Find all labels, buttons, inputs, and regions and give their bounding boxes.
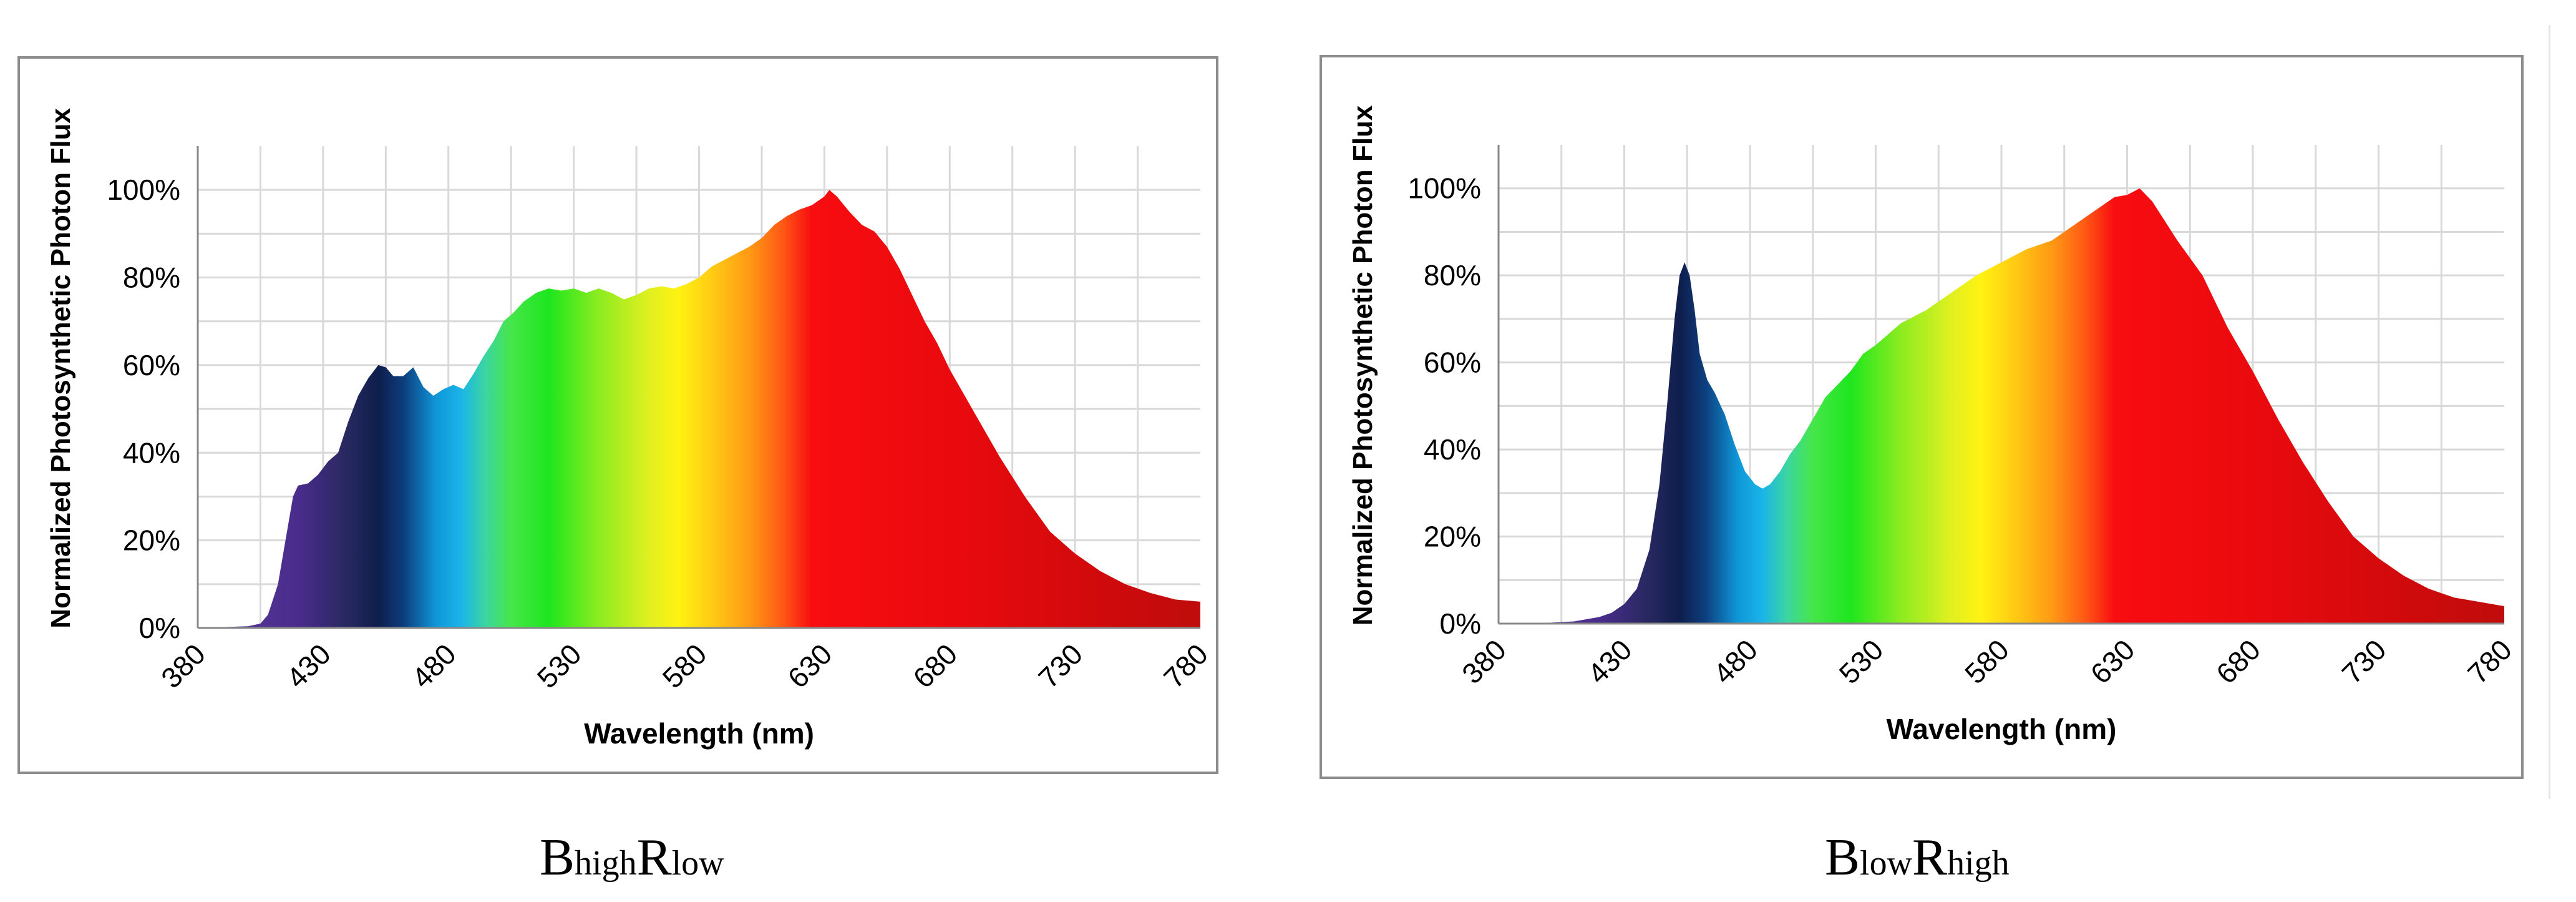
y-tick-label: 40% [123,436,180,469]
x-tick-label: 380 [1456,633,1512,690]
x-tick-label: 580 [1958,633,2015,690]
spectrum-area [198,190,1200,628]
x-tick-label: 480 [1707,633,1764,690]
y-tick-label: 100% [107,174,180,206]
page-edge-rule [2549,25,2550,799]
y-tick-label: 0% [1440,607,1481,640]
caption-left-b: B [540,828,575,886]
caption-bhigh-rlow: BhighRlow [540,827,724,888]
x-tick-label: 680 [2210,633,2267,690]
y-tick-label: 20% [1424,521,1481,553]
x-tick-label: 480 [406,637,462,694]
y-tick-label: 80% [123,262,180,294]
caption-right-b: B [1825,828,1860,886]
y-tick-label: 60% [1424,346,1481,379]
x-tick-label: 630 [781,637,838,694]
x-tick-label: 630 [2084,633,2141,690]
x-tick-label: 430 [280,637,337,694]
y-tick-label: 100% [1407,172,1481,205]
y-tick-label: 40% [1424,433,1481,466]
caption-left-low: low [671,844,724,883]
x-tick-label: 530 [1833,633,1890,690]
x-tick-label: 730 [2336,633,2393,690]
x-tick-label: 780 [1157,637,1214,694]
y-tick-label: 20% [123,524,180,557]
x-tick-label: 430 [1582,633,1638,690]
x-tick-label: 680 [906,637,963,694]
chart-panel-right: 0% 20% 40% 60% 80% 100% 380 430 480 530 580 630 680 7… [1320,55,2524,779]
spectrum-chart-blow-rhigh: 0% 20% 40% 60% 80% 100% 380 430 480 530 580 630 680 7… [1348,105,2518,745]
x-tick-label: 730 [1032,637,1089,694]
x-tick-label: 780 [2461,633,2518,690]
caption-right-r: R [1912,828,1948,886]
x-tick-label: 530 [531,637,588,694]
chart-panel-left: 0% 20% 40% 60% 80% 100% 380 430 480 530 580 630 680 7… [17,56,1218,774]
y-tick-label: 0% [139,612,180,644]
caption-left-r: R [636,828,672,886]
caption-right-low: low [1860,844,1913,883]
spectrum-area [1499,188,2504,624]
x-tick-label: 380 [155,637,211,694]
spectrum-chart-bhigh-rlow: 0% 20% 40% 60% 80% 100% 380 430 480 530 580 630 680 7… [46,108,1214,750]
y-axis-title: Normalized Photosynthetic Photon Flux [46,108,76,629]
caption-blow-rhigh: BlowRhigh [1825,827,2010,888]
y-axis-title: Normalized Photosynthetic Photon Flux [1348,105,1378,625]
x-axis-title: Wavelength (nm) [584,717,814,750]
caption-right-high: high [1947,844,2010,883]
y-tick-label: 80% [1424,259,1481,292]
y-tick-label: 60% [123,349,180,381]
caption-left-high: high [575,844,637,883]
x-axis-title: Wavelength (nm) [1887,713,2117,745]
x-tick-label: 580 [656,637,713,694]
